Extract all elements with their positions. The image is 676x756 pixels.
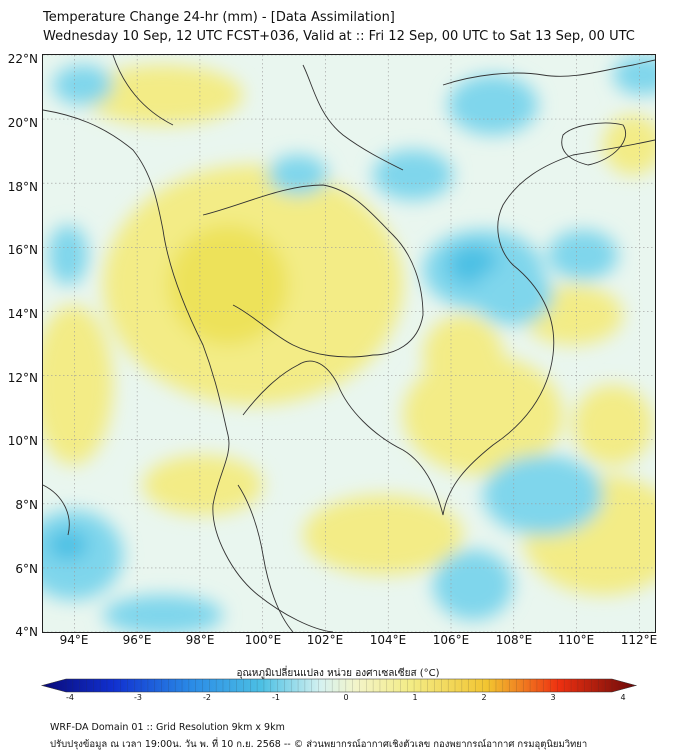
lat-label-12n: 12°N (7, 371, 38, 385)
colorbar-tick-3: 3 (550, 693, 556, 702)
lat-label-18n: 18°N (7, 180, 38, 194)
lon-label-106e: 106°E (432, 633, 470, 647)
lon-label-102e: 102°E (306, 633, 344, 647)
colorbar-tick-minus4: -4 (66, 693, 74, 702)
lat-label-8n: 8°N (15, 498, 38, 512)
lon-label-98e: 98°E (185, 633, 215, 647)
lat-label-14n: 14°N (7, 307, 38, 321)
lat-label-22n: 22°N (7, 52, 38, 66)
map-panel (42, 54, 656, 633)
colorbar-tick-0: 0 (343, 693, 349, 702)
colorbar-tick-minus1: -1 (272, 693, 280, 702)
lon-label-110e: 110°E (557, 633, 595, 647)
temperature-field (43, 55, 655, 632)
lon-label-100e: 100°E (244, 633, 282, 647)
lon-label-112e: 112°E (620, 633, 658, 647)
colorbar-tick-minus3: -3 (134, 693, 142, 702)
graticule (43, 55, 655, 632)
footer-resolution: WRF-DA Domain 01 :: Grid Resolution 9km … (50, 722, 285, 733)
map-title: Temperature Change 24-hr (mm) - [Data As… (43, 10, 395, 25)
colorbar-title: อุณหภูมิเปลี่ยนแปลง หน่วย องศาเซลเซียส (… (236, 668, 440, 679)
colorbar-tick-minus2: -2 (203, 693, 211, 702)
lat-label-6n: 6°N (15, 562, 38, 576)
map-subtitle: Wednesday 10 Sep, 12 UTC FCST+036, Valid… (43, 29, 635, 44)
lon-label-108e: 108°E (495, 633, 533, 647)
coastlines (43, 55, 655, 632)
colorbar-tick-2: 2 (481, 693, 487, 702)
lat-label-4n: 4°N (15, 625, 38, 639)
lon-label-104e: 104°E (369, 633, 407, 647)
colorbar (40, 678, 638, 693)
lat-label-20n: 20°N (7, 116, 38, 130)
lat-label-10n: 10°N (7, 434, 38, 448)
colorbar-tick-4: 4 (620, 693, 626, 702)
lat-label-16n: 16°N (7, 243, 38, 257)
colorbar-tick-1: 1 (412, 693, 418, 702)
lon-label-94e: 94°E (59, 633, 89, 647)
footer-credit: ปรับปรุงข้อมูล ณ เวลา 19:00น. วัน พ. ที่… (50, 739, 588, 750)
lon-label-96e: 96°E (122, 633, 152, 647)
